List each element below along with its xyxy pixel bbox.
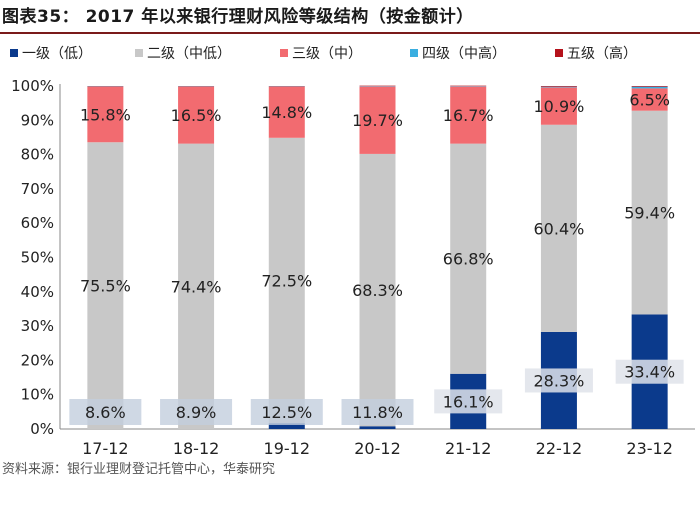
- callout-label-20-12: 11.8%: [352, 403, 403, 422]
- x-tick-19-12: 19-12: [264, 439, 311, 458]
- bar-17-12-s2: [87, 142, 124, 429]
- x-tick-21-12: 21-12: [445, 439, 492, 458]
- legend-label-4: 四级（中高）: [422, 45, 506, 62]
- legend-swatch-4: [410, 49, 418, 57]
- y-tick-10: 100%: [11, 77, 54, 95]
- legend-label-2: 二级（中低）: [147, 46, 231, 62]
- data-label-23-12-s1: 33.4%: [624, 363, 675, 382]
- bar-21-12-s3: [450, 86, 487, 144]
- data-label-22-12-s3: 10.9%: [534, 97, 585, 116]
- bar-19-12-s3: [268, 86, 305, 138]
- bar-19-12-s1: [268, 423, 305, 429]
- data-label-18-12-s2: 74.4%: [171, 277, 222, 296]
- bar-20-12-s3: [359, 86, 396, 154]
- bar-17-12-s3: [87, 86, 124, 143]
- bar-23-12-s3: [631, 88, 668, 111]
- legend-label-5: 五级（高）: [567, 45, 637, 62]
- legend-swatch-2: [135, 49, 143, 57]
- data-label-20-12-s3: 19.7%: [352, 111, 403, 130]
- legend-swatch-3: [280, 49, 288, 57]
- bar-22-12-s4: [540, 86, 577, 88]
- y-tick-8: 80%: [21, 146, 54, 164]
- y-tick-7: 70%: [21, 180, 54, 198]
- y-tick-4: 40%: [21, 283, 54, 301]
- source-note: 资料来源：银行业理财登记托管中心，华泰研究: [2, 462, 276, 477]
- title-divider: [0, 32, 700, 34]
- y-tick-9: 90%: [21, 111, 54, 129]
- data-label-21-12-s2: 66.8%: [443, 250, 494, 269]
- label-backing-23-12: [615, 359, 684, 384]
- bar-23-12-s4: [631, 86, 668, 89]
- data-label-19-12-s2: 72.5%: [261, 271, 312, 290]
- callout-label-19-12: 12.5%: [261, 403, 312, 422]
- bar-22-12-s3: [540, 87, 577, 125]
- bar-18-12-s3: [178, 86, 215, 144]
- data-label-21-12-s3: 16.7%: [443, 106, 494, 125]
- bar-20-12-s1: [359, 426, 396, 429]
- bar-23-12-s5: [631, 86, 668, 87]
- y-tick-5: 50%: [21, 249, 54, 267]
- label-backing-21-12: [434, 389, 503, 414]
- y-tick-2: 20%: [21, 351, 54, 369]
- bar-22-12-s2: [540, 124, 577, 332]
- bar-19-12-s2: [268, 137, 305, 424]
- bar-20-12-s2: [359, 153, 396, 427]
- bar-23-12-s2: [631, 110, 668, 315]
- legend-label-3: 三级（中）: [292, 46, 362, 62]
- data-label-17-12-s2: 75.5%: [80, 277, 131, 296]
- data-label-20-12-s2: 68.3%: [352, 281, 403, 300]
- data-label-22-12-s2: 60.4%: [534, 219, 585, 238]
- data-label-22-12-s1: 28.3%: [534, 371, 585, 390]
- chart-title: 图表35： 2017 年以来银行理财风险等级结构（按金额计）: [2, 7, 474, 27]
- y-tick-3: 30%: [21, 317, 54, 335]
- data-label-17-12-s3: 15.8%: [80, 105, 131, 124]
- callout-label-17-12: 8.6%: [85, 403, 126, 422]
- x-tick-17-12: 17-12: [82, 439, 129, 458]
- y-tick-1: 10%: [21, 386, 54, 404]
- callout-box-20-12: [341, 399, 414, 425]
- legend-label-1: 一级（低）: [22, 46, 92, 62]
- x-tick-23-12: 23-12: [626, 439, 673, 458]
- bar-21-12-s2: [450, 143, 487, 374]
- legend-swatch-1: [10, 49, 18, 57]
- legend-swatch-5: [555, 49, 563, 57]
- bar-18-12-s2: [178, 143, 215, 429]
- bar-22-12-s5: [540, 86, 577, 87]
- callout-box-17-12: [69, 399, 142, 425]
- x-tick-18-12: 18-12: [173, 439, 220, 458]
- data-label-18-12-s3: 16.5%: [171, 106, 222, 125]
- callout-box-18-12: [160, 399, 233, 425]
- callout-label-18-12: 8.9%: [176, 403, 217, 422]
- y-tick-0: 0%: [30, 420, 54, 438]
- data-label-23-12-s3: 6.5%: [629, 91, 670, 110]
- data-label-19-12-s3: 14.8%: [261, 103, 312, 122]
- label-backing-22-12: [524, 368, 593, 393]
- data-label-23-12-s2: 59.4%: [624, 204, 675, 223]
- callout-box-19-12: [250, 399, 323, 425]
- data-label-21-12-s1: 16.1%: [443, 392, 494, 411]
- y-tick-6: 60%: [21, 214, 54, 232]
- x-tick-22-12: 22-12: [536, 439, 583, 458]
- x-tick-20-12: 20-12: [354, 439, 401, 458]
